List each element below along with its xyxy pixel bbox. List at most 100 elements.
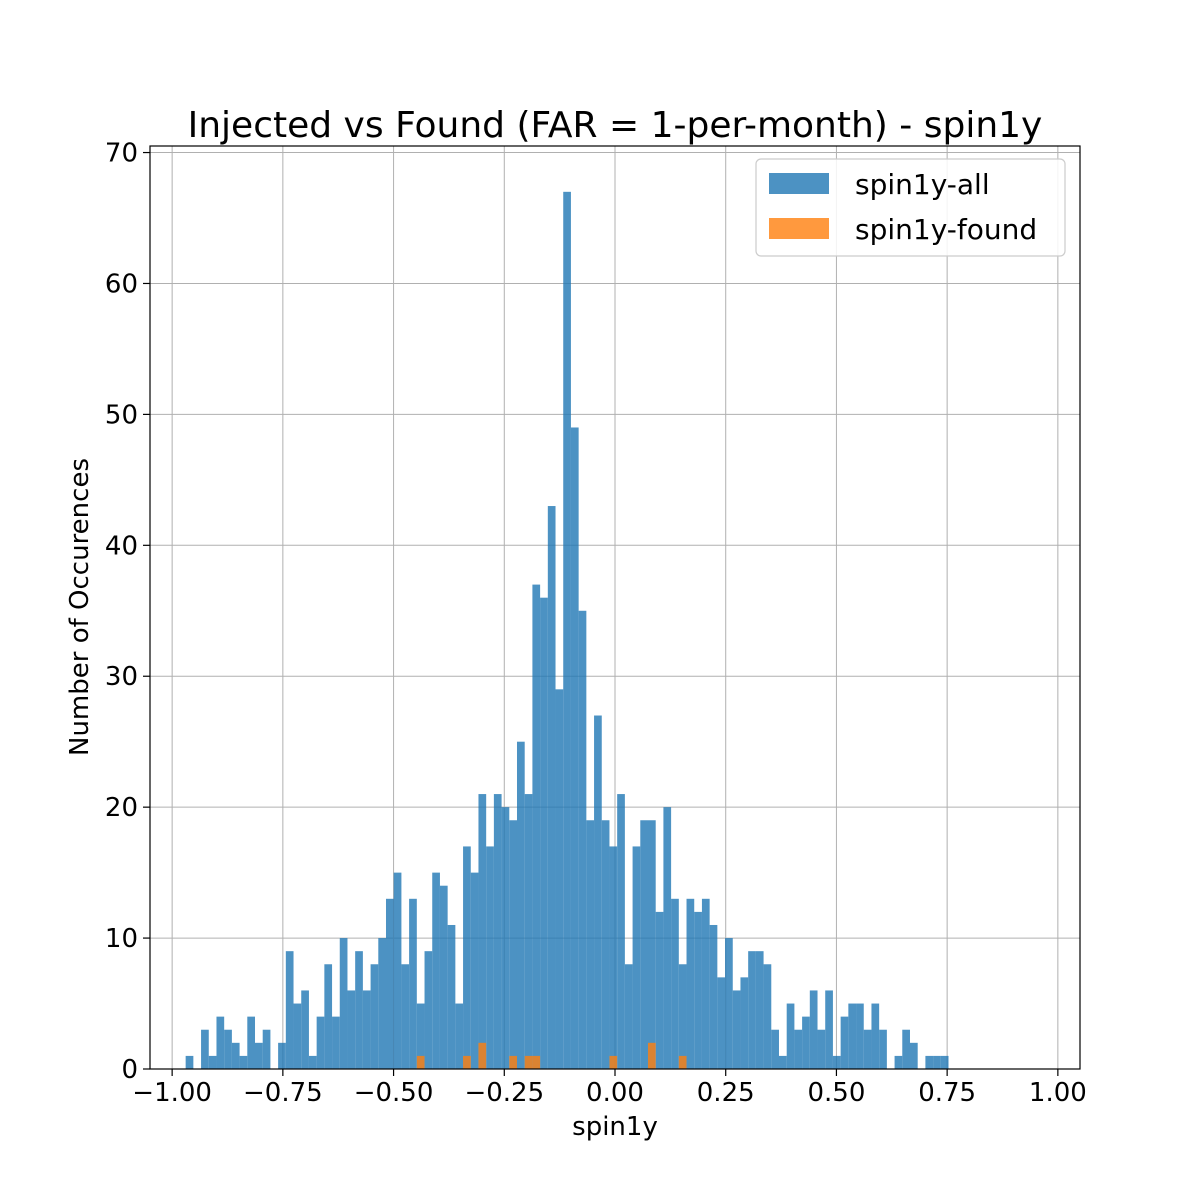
bar-all: [647, 820, 656, 1069]
y-tick-label: 50: [105, 400, 138, 430]
bar-found: [647, 1042, 656, 1069]
x-tick-label: 0.25: [697, 1078, 755, 1108]
bar-all: [671, 898, 679, 1069]
bar-all: [216, 1016, 225, 1069]
y-tick-label: 60: [105, 269, 138, 299]
bar-all: [239, 1055, 248, 1069]
x-tick-label: −1.00: [132, 1078, 212, 1108]
bar-all: [879, 1029, 887, 1069]
bar-found: [609, 1055, 618, 1069]
bar-all: [640, 820, 648, 1069]
bar-all: [339, 938, 348, 1069]
bar-all: [432, 872, 440, 1069]
chart-title: Injected vs Found (FAR = 1-per-month) - …: [188, 105, 1043, 146]
bar-all: [609, 846, 618, 1069]
bar-all: [401, 964, 410, 1069]
bar-all: [778, 1055, 787, 1069]
bar-all: [794, 1029, 803, 1069]
bar-all: [532, 584, 541, 1069]
bar-all: [678, 964, 687, 1069]
bar-all: [255, 1042, 263, 1069]
bar-all: [940, 1055, 949, 1069]
bar-all: [208, 1055, 217, 1069]
bar-all: [771, 1029, 779, 1069]
bar-all: [802, 1016, 810, 1069]
bar-all: [447, 924, 456, 1069]
bar-all: [455, 1003, 464, 1069]
bar-all: [617, 794, 625, 1069]
bar-all: [763, 964, 772, 1069]
bar-all: [594, 715, 602, 1069]
bar-all: [231, 1042, 240, 1069]
bar-all: [817, 1029, 826, 1069]
bar-all: [262, 1029, 271, 1069]
x-tick-label: 1.00: [1029, 1078, 1087, 1108]
bar-all: [524, 794, 533, 1069]
x-tick-label: 0.50: [807, 1078, 865, 1108]
bar-all: [578, 610, 587, 1069]
series-all-bars: [185, 191, 949, 1069]
bar-all: [755, 951, 764, 1069]
bar-all: [224, 1029, 232, 1069]
bar-all: [933, 1055, 941, 1069]
y-tick-label: 0: [121, 1055, 138, 1085]
bar-all: [694, 911, 702, 1069]
bar-all: [316, 1016, 325, 1069]
bar-all: [909, 1042, 918, 1069]
bar-all: [601, 820, 610, 1069]
bar-all: [463, 846, 471, 1069]
bar-all: [293, 1003, 302, 1069]
bar-all: [486, 846, 494, 1069]
bar-all: [555, 689, 564, 1069]
x-axis-label: spin1y: [572, 1112, 658, 1142]
y-tick-label: 40: [105, 531, 138, 561]
bar-all: [201, 1029, 209, 1069]
bar-all: [825, 990, 833, 1069]
bar-all: [424, 951, 433, 1069]
bar-all: [478, 794, 487, 1069]
bar-all: [332, 1016, 340, 1069]
bar-all: [740, 977, 749, 1069]
bar-all: [362, 990, 371, 1069]
bar-all: [624, 964, 633, 1069]
y-tick-label: 30: [105, 662, 138, 692]
bar-found: [509, 1055, 517, 1069]
bar-all: [547, 506, 556, 1069]
bar-all: [501, 807, 510, 1069]
bar-all: [786, 1003, 795, 1069]
y-axis-label: Number of Occurences: [65, 458, 95, 756]
bar-all: [493, 794, 502, 1069]
bar-all: [686, 898, 695, 1069]
legend-box: [755, 158, 1066, 257]
bar-found: [524, 1055, 533, 1069]
bar-all: [655, 911, 664, 1069]
bar-all: [378, 938, 386, 1069]
tick-layer: −1.00 −0.75 −0.50 −0.25 0.00 0.25 0.50 0.75 1.00…: [105, 139, 1087, 1108]
bar-all: [185, 1055, 194, 1069]
bar-all: [470, 872, 479, 1069]
y-tick-label: 70: [105, 139, 138, 169]
bar-all: [416, 1003, 425, 1069]
bar-all: [586, 820, 595, 1069]
bar-found: [532, 1055, 541, 1069]
bar-all: [732, 990, 741, 1069]
y-tick-label: 10: [105, 924, 138, 954]
bar-found: [678, 1055, 687, 1069]
bar-all: [871, 1003, 880, 1069]
bar-all: [439, 885, 448, 1069]
x-tick-label: 0.00: [586, 1078, 644, 1108]
bar-all: [540, 597, 548, 1069]
grid-layer: [150, 146, 1080, 1070]
bar-all: [701, 898, 710, 1069]
x-tick-label: −0.25: [464, 1078, 544, 1108]
legend-label-all: spin1y-all: [855, 168, 990, 201]
bar-all: [717, 977, 726, 1069]
legend: spin1y-all spin1y-found: [755, 158, 1066, 257]
legend-label-found: spin1y-found: [855, 213, 1037, 246]
series-found-bars: [416, 1042, 687, 1069]
bar-all: [748, 951, 756, 1069]
bar-all: [355, 951, 363, 1069]
bar-all: [370, 964, 379, 1069]
bar-found: [478, 1042, 487, 1069]
